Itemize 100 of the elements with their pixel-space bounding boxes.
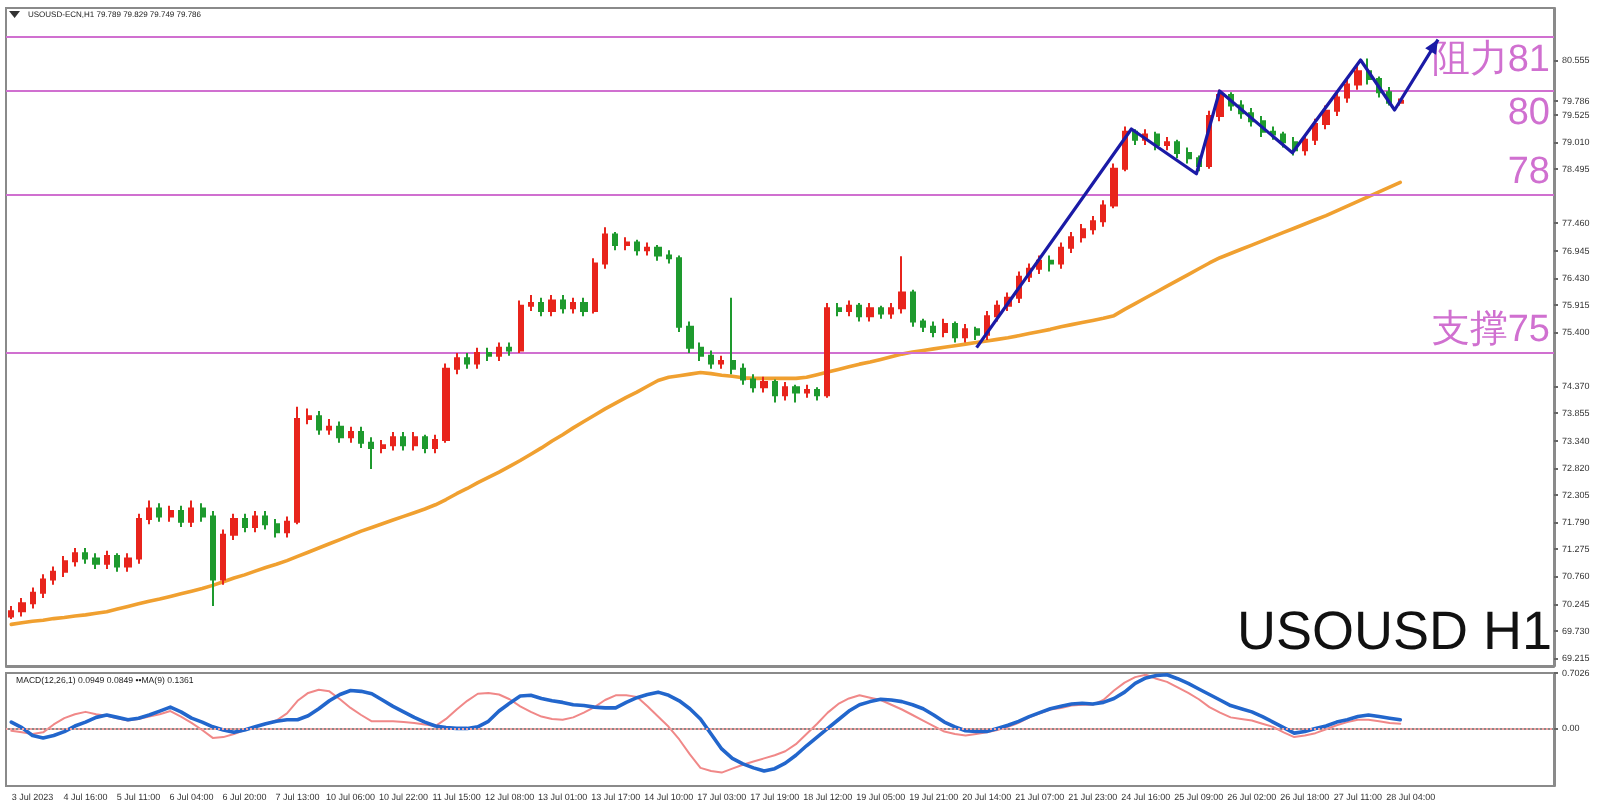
candlestick (772, 378, 778, 404)
candlestick (1048, 254, 1054, 273)
candlestick (910, 288, 916, 328)
candlestick (856, 302, 862, 323)
candlestick (730, 296, 736, 376)
candlestick (146, 499, 152, 526)
candlestick (962, 323, 968, 344)
ref-line-label: 78 (1507, 151, 1550, 194)
candlestick (1068, 230, 1074, 254)
candlestick (538, 296, 544, 318)
candlestick (846, 299, 852, 318)
candlestick (1154, 130, 1160, 152)
candlestick (210, 510, 216, 607)
candlestick (412, 431, 418, 452)
candlestick (62, 554, 68, 578)
candlestick (750, 373, 756, 394)
candlestick (866, 302, 874, 323)
candlestick (1312, 117, 1318, 146)
candlestick (200, 502, 206, 523)
candlestick (442, 362, 450, 444)
candlestick (1058, 241, 1064, 270)
candlestick (782, 381, 788, 402)
candlestick (358, 425, 364, 449)
candlestick (792, 383, 800, 404)
candlestick (676, 254, 682, 333)
candlestick (1164, 136, 1170, 152)
candlestick (326, 417, 332, 436)
candlestick (1334, 91, 1340, 117)
candlestick (72, 546, 78, 568)
candlestick (486, 346, 492, 362)
candlestick (380, 438, 386, 455)
candlestick (294, 405, 300, 526)
candlestick (390, 431, 396, 452)
candlestick (644, 241, 650, 257)
candlestick (316, 410, 322, 436)
candlestick (814, 386, 820, 402)
candlestick (82, 546, 88, 565)
candlestick (1354, 64, 1362, 91)
candlestick (898, 255, 906, 315)
candlestick (252, 510, 258, 534)
ref-line-label: 支撑75 (1431, 309, 1550, 352)
candlestick (570, 296, 576, 315)
candlestick (624, 236, 630, 252)
candlestick (518, 299, 524, 355)
candlestick (18, 597, 26, 618)
candlestick (1174, 138, 1180, 160)
candlestick (188, 499, 194, 528)
candlestick (740, 362, 746, 386)
candlestick (528, 294, 534, 312)
candlestick (168, 504, 174, 523)
candlestick (104, 549, 110, 571)
ref-line-label: 80 (1507, 91, 1550, 134)
candlestick (124, 552, 132, 573)
candlestick (612, 230, 618, 252)
candlestick (496, 341, 502, 362)
candlestick (92, 552, 100, 571)
candlestick (930, 320, 936, 339)
candlestick (368, 436, 374, 470)
candlestick (454, 352, 460, 376)
candlestick (506, 341, 512, 357)
candlestick (1110, 162, 1118, 210)
candlestick (336, 420, 344, 444)
candlestick (560, 294, 566, 315)
candlestick (1322, 104, 1330, 131)
candlestick (178, 504, 184, 528)
candlestick (1344, 78, 1350, 104)
candlestick (548, 294, 556, 318)
candlestick (698, 341, 704, 362)
candlestick (306, 407, 312, 426)
candlestick (464, 352, 470, 370)
candlestick (230, 512, 238, 542)
candlestick (580, 296, 588, 318)
candlestick (400, 431, 406, 452)
candlestick (220, 528, 226, 586)
candlestick (602, 226, 608, 270)
candlestick (1080, 223, 1086, 244)
candlestick (474, 346, 480, 370)
candlestick (920, 317, 926, 333)
candlestick (878, 304, 884, 320)
candlestick (114, 552, 120, 573)
candlestick (284, 515, 290, 539)
candlestick (666, 249, 672, 265)
candlestick (708, 349, 714, 370)
candlestick (1100, 199, 1106, 228)
candlestick (422, 433, 428, 455)
candlestick (1186, 146, 1192, 165)
candlestick (836, 302, 842, 318)
candlestick (952, 320, 958, 344)
candlestick (30, 586, 36, 610)
candlestick (262, 510, 268, 531)
candlestick (1280, 130, 1286, 149)
candlestick (804, 383, 810, 399)
candlestick (1090, 215, 1096, 236)
candlestick (156, 502, 162, 523)
candlestick (654, 244, 662, 262)
candlestick (50, 565, 56, 586)
text: USOUSD H1 (1236, 601, 1552, 661)
candlestick (824, 302, 830, 399)
candlestick (974, 325, 980, 341)
candlestick (942, 317, 948, 339)
